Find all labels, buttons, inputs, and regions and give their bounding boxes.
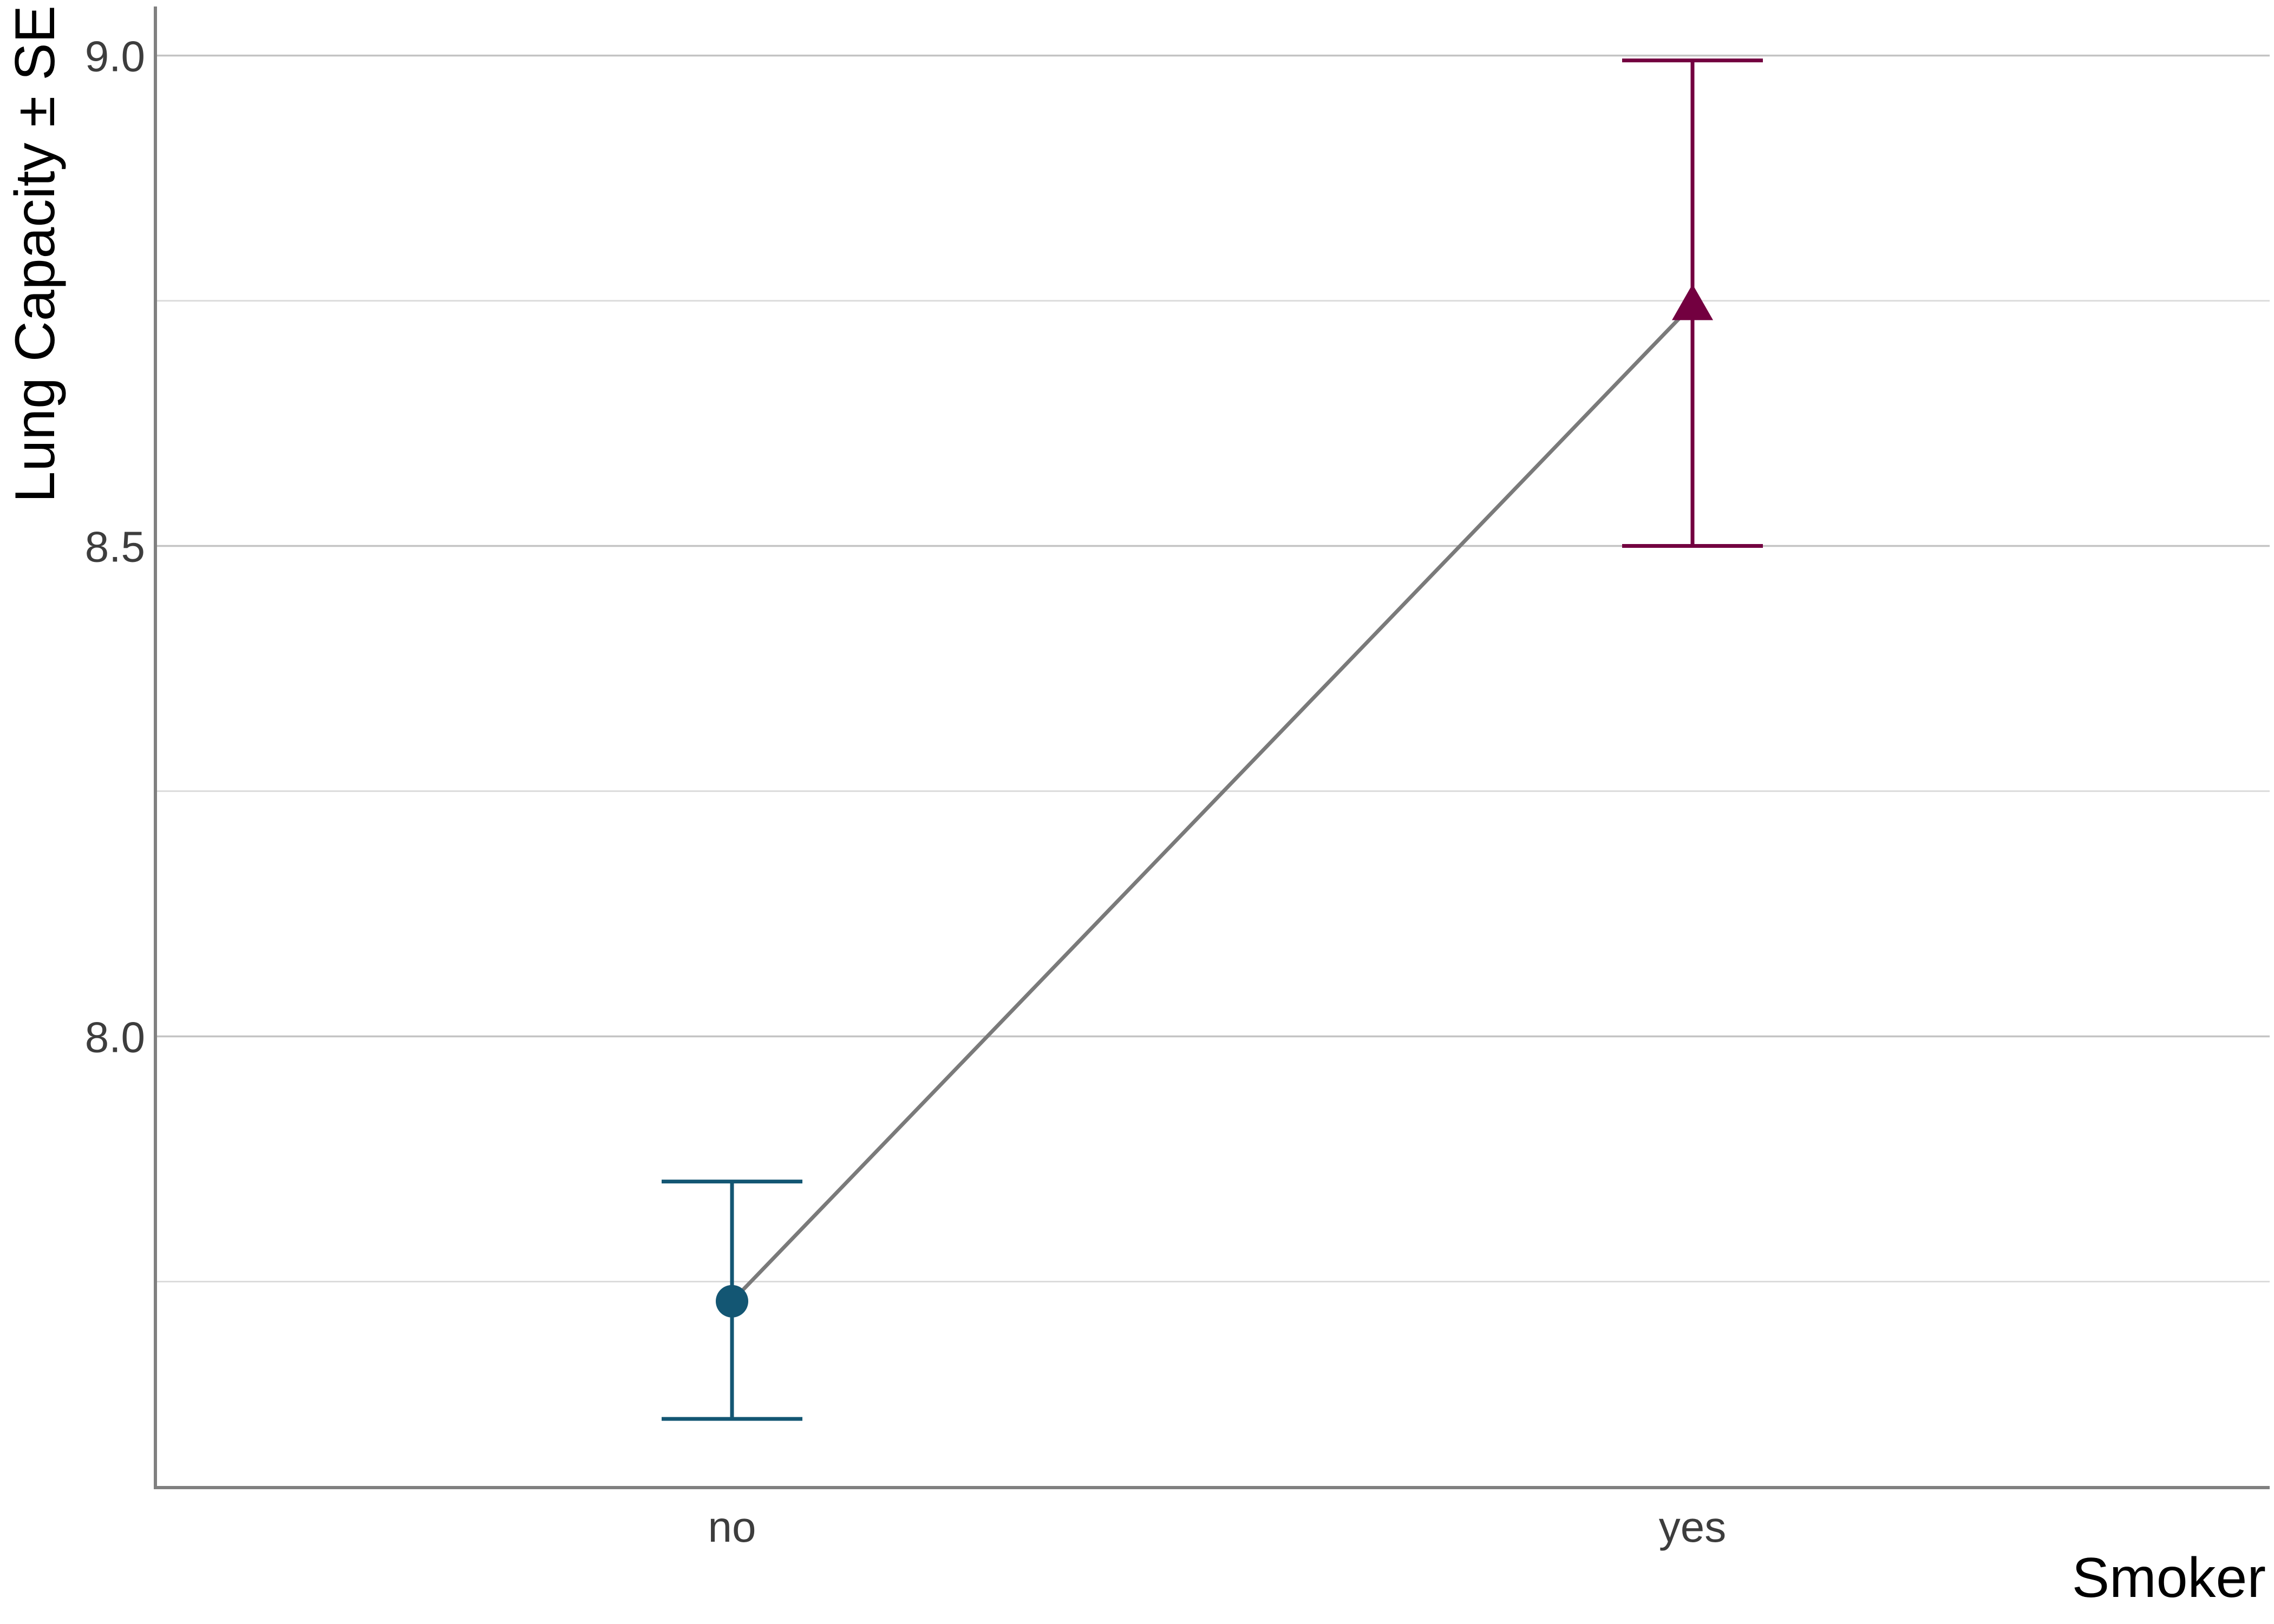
x-tick-label-yes: yes (1659, 1503, 1727, 1551)
x-axis-title: Smoker (2072, 1547, 2266, 1609)
connector-line (730, 303, 1694, 1303)
y-tick-labels: 8.0 8.5 9.0 (85, 32, 145, 1062)
gridlines (155, 54, 2270, 1282)
y-axis-title: Lung Capacity ± SE (4, 5, 67, 502)
series (662, 58, 1763, 1421)
y-tick-label: 8.0 (85, 1013, 145, 1062)
y-tick-label: 8.5 (85, 523, 145, 571)
x-tick-labels: no yes (708, 1503, 1727, 1551)
point-marker-yes (1672, 284, 1713, 320)
point-marker-no (716, 1285, 748, 1318)
y-tick-label: 9.0 (85, 32, 145, 81)
x-tick-label-no: no (708, 1503, 756, 1551)
axes (154, 6, 2270, 1489)
